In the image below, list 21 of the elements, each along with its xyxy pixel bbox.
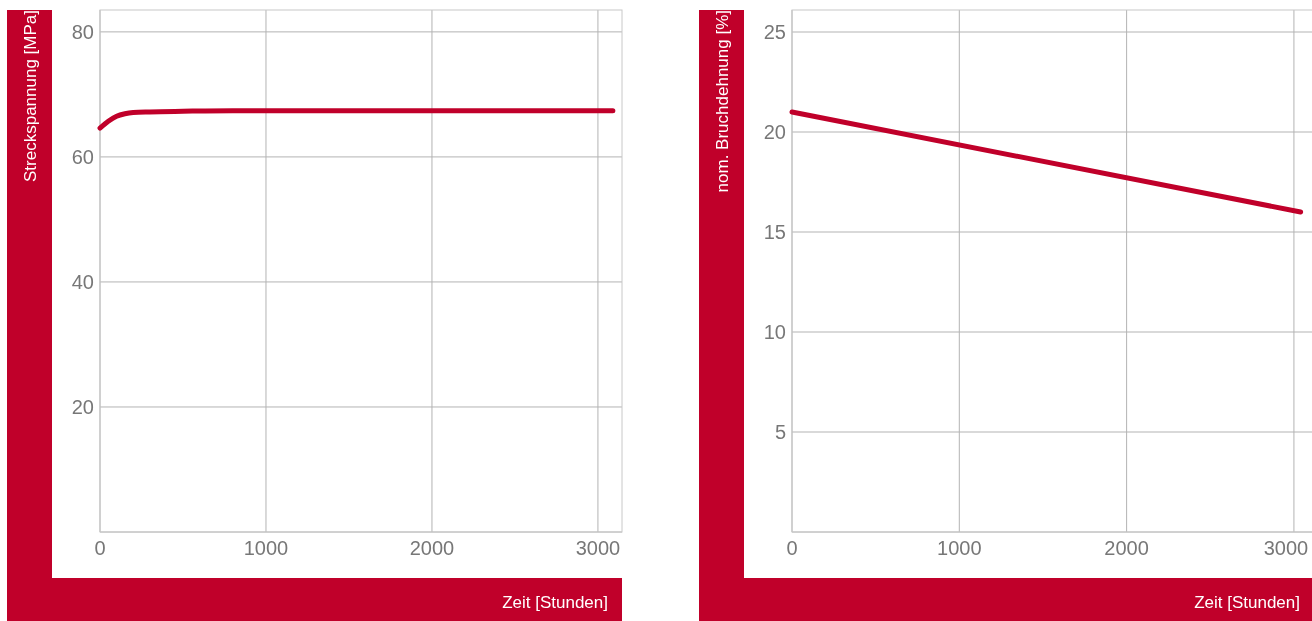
x-tick-label: 1000 (243, 537, 289, 559)
y-axis-title: Streckspannung [MPa] (21, 10, 40, 182)
y-tick-label: 25 (763, 21, 786, 43)
x-tick-label: 2000 (409, 537, 455, 559)
y-tick-label: 15 (763, 221, 786, 243)
x-tick-label: 0 (94, 537, 106, 559)
x-tick-label: 2000 (1104, 537, 1149, 559)
y-tick-label: 5 (774, 421, 786, 443)
x-tick-label: 1000 (937, 537, 982, 559)
x-tick-label: 3000 (1263, 537, 1309, 559)
x-tick-label: 0 (786, 537, 798, 559)
y-tick-label: 80 (71, 20, 94, 43)
y-tick-label: 20 (71, 395, 94, 418)
y-tick-label: 10 (763, 321, 786, 343)
y-tick-label: 40 (71, 270, 94, 293)
x-tick-label: 3000 (575, 537, 621, 559)
x-axis-title: Zeit [Stunden] (1194, 593, 1300, 612)
y-tick-label: 60 (71, 145, 94, 168)
x-axis-title: Zeit [Stunden] (502, 593, 608, 612)
y-tick-label: 20 (763, 121, 786, 143)
y-axis-title: nom. Bruchdehnung [%] (713, 10, 732, 193)
